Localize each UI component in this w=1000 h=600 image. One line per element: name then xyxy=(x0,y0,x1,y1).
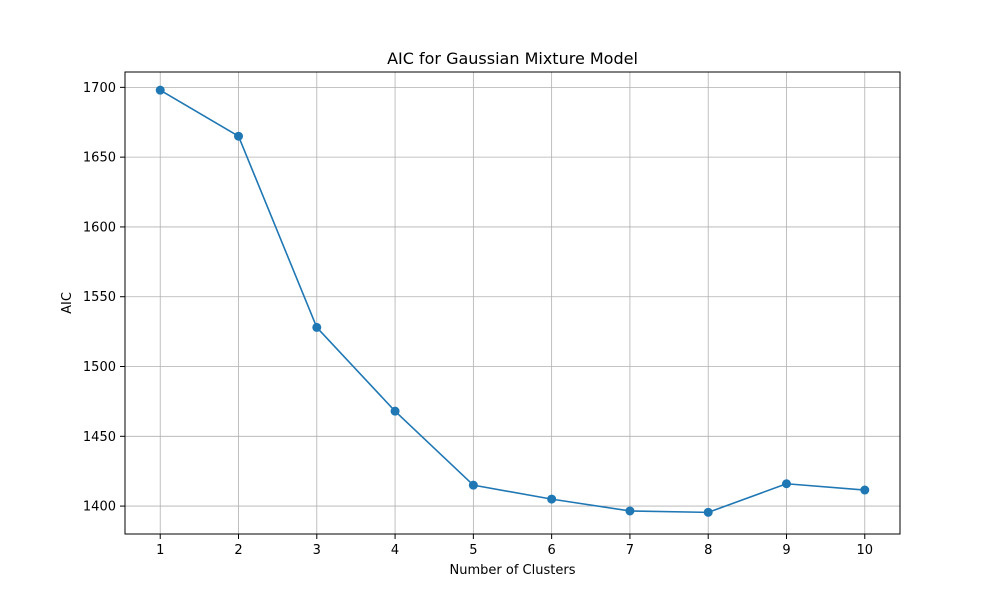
data-point-marker xyxy=(860,485,870,495)
series-line xyxy=(159,89,865,514)
grid-lines xyxy=(125,72,900,534)
data-point-marker xyxy=(155,85,165,95)
data-point-marker xyxy=(390,406,400,416)
y-tick-label: 1450 xyxy=(83,430,116,445)
x-axis-label: Number of Clusters xyxy=(450,563,576,578)
y-tick-label: 1400 xyxy=(83,500,116,515)
y-axis-ticks: 1400 1450 1500 1550 1600 1650 1700 xyxy=(83,81,125,515)
x-tick-label: 1 xyxy=(156,543,164,558)
x-tick-label: 4 xyxy=(391,543,399,558)
data-point-marker xyxy=(547,494,557,504)
x-tick-label: 9 xyxy=(782,543,790,558)
x-tick-label: 10 xyxy=(856,543,873,558)
x-tick-label: 6 xyxy=(548,543,556,558)
x-axis-ticks: 1 2 3 4 5 6 7 8 9 10 xyxy=(156,534,873,558)
y-tick-label: 1600 xyxy=(83,220,116,235)
y-tick-label: 1550 xyxy=(83,290,116,305)
data-point-marker xyxy=(312,322,322,332)
x-tick-label: 5 xyxy=(469,543,477,558)
data-point-marker xyxy=(703,507,713,517)
data-point-marker xyxy=(781,479,791,489)
data-point-marker xyxy=(234,131,244,141)
plot-frame xyxy=(124,71,901,535)
x-tick-label: 8 xyxy=(704,543,712,558)
chart-title: AIC for Gaussian Mixture Model xyxy=(387,49,638,68)
y-tick-label: 1500 xyxy=(83,360,116,375)
data-point-marker xyxy=(468,480,478,490)
plot-area-background xyxy=(125,72,900,534)
series-layer xyxy=(155,85,870,517)
y-tick-label: 1700 xyxy=(83,81,116,96)
y-tick-label: 1650 xyxy=(83,151,116,166)
x-tick-label: 3 xyxy=(313,543,321,558)
x-tick-label: 2 xyxy=(234,543,242,558)
data-point-marker xyxy=(625,506,635,516)
y-axis-label: AIC xyxy=(60,292,75,314)
x-tick-label: 7 xyxy=(626,543,634,558)
